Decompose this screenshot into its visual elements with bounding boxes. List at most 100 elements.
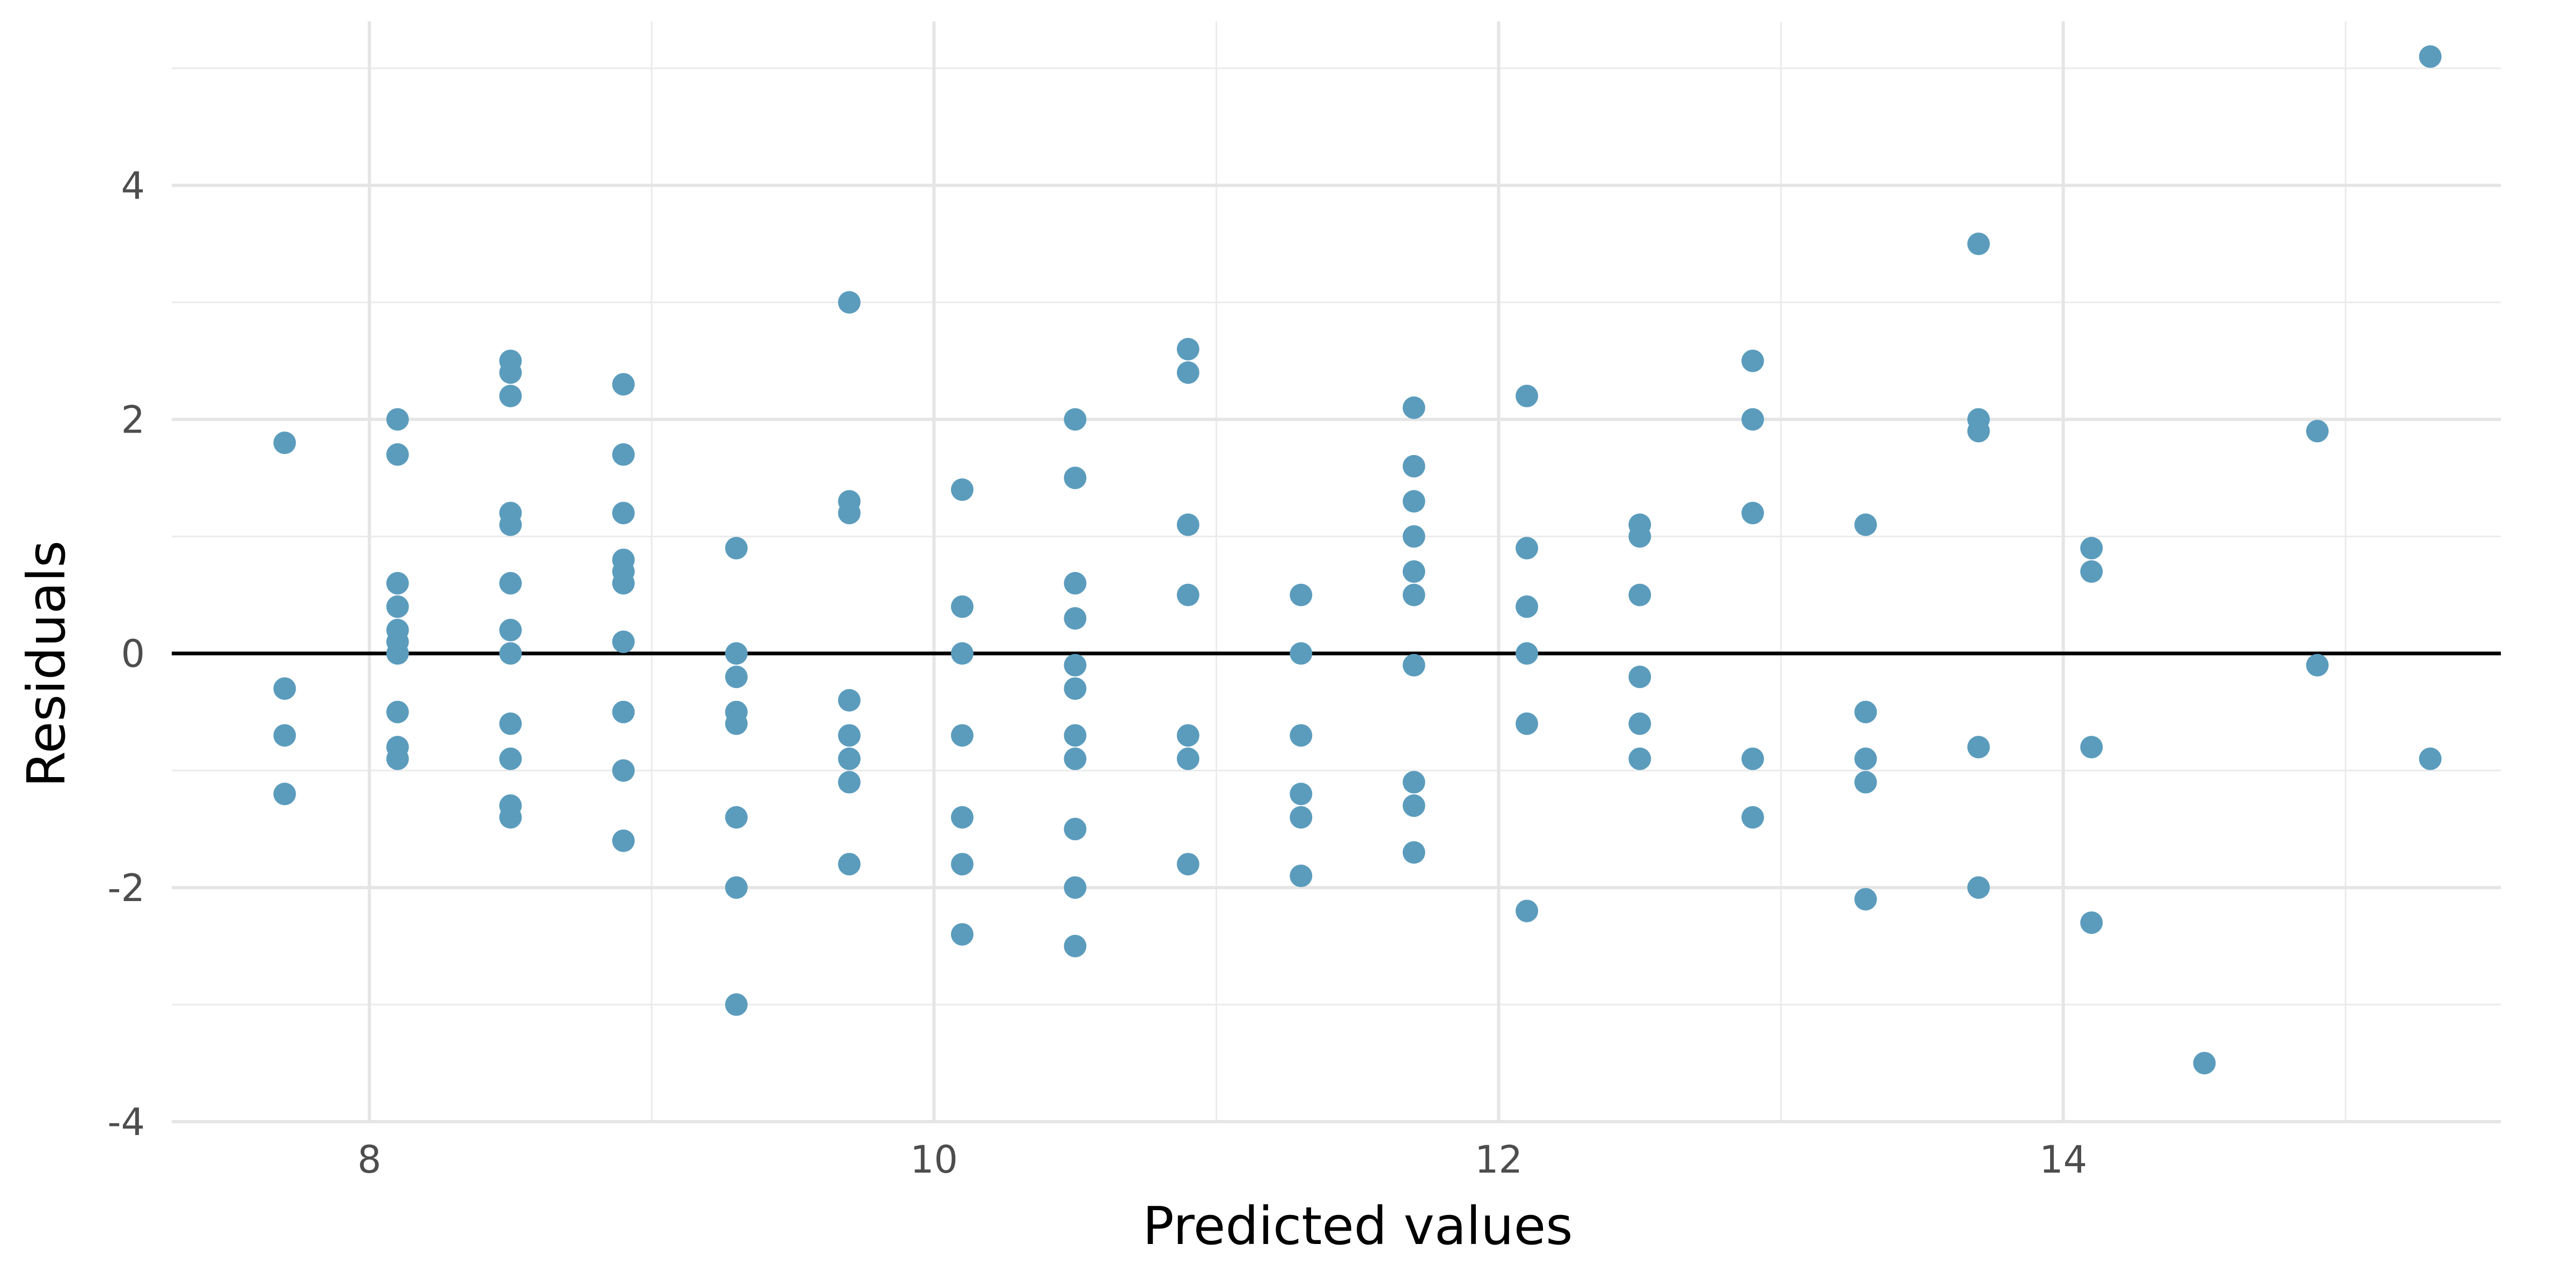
- data-point: [1402, 525, 1425, 548]
- major-gridlines: [172, 21, 2501, 1123]
- data-point: [386, 642, 409, 665]
- data-point: [499, 361, 522, 384]
- data-point: [1290, 724, 1313, 747]
- data-point: [2306, 420, 2329, 443]
- data-point: [612, 700, 635, 723]
- data-point: [386, 443, 409, 466]
- data-point: [1290, 642, 1313, 665]
- data-point: [1402, 455, 1425, 478]
- data-point: [1064, 817, 1087, 840]
- data-point: [612, 630, 635, 653]
- data-point: [950, 724, 974, 747]
- data-point: [499, 747, 522, 770]
- y-tick-label: -2: [107, 866, 145, 910]
- data-point: [612, 759, 635, 782]
- data-point: [1402, 583, 1425, 606]
- y-axis-title: Residuals: [16, 540, 77, 787]
- data-point: [2193, 1051, 2216, 1074]
- data-point: [838, 689, 861, 712]
- data-point: [1628, 525, 1651, 548]
- x-tick-label: 14: [2039, 1138, 2087, 1182]
- y-axis-tick-labels: -4 -2 0 2 4: [107, 164, 145, 1144]
- data-point: [1176, 853, 1199, 876]
- data-point: [1402, 771, 1425, 794]
- minor-gridlines: [172, 21, 2501, 1122]
- data-point: [1064, 934, 1087, 957]
- data-point: [1402, 794, 1425, 817]
- data-point: [612, 572, 635, 595]
- data-point: [1176, 724, 1199, 747]
- data-point: [950, 642, 974, 665]
- data-point: [2080, 537, 2103, 560]
- data-point: [1854, 747, 1877, 770]
- data-point: [1176, 338, 1199, 361]
- data-point: [1516, 642, 1539, 665]
- y-tick-label: 0: [121, 632, 145, 676]
- data-point: [386, 747, 409, 770]
- x-tick-label: 12: [1475, 1138, 1523, 1182]
- data-point: [386, 572, 409, 595]
- data-point: [386, 700, 409, 723]
- data-point: [612, 501, 635, 524]
- data-point: [1628, 665, 1651, 689]
- data-point: [1967, 232, 1990, 255]
- data-point: [1290, 583, 1313, 606]
- data-point: [1290, 865, 1313, 888]
- data-point: [2080, 560, 2103, 583]
- data-point: [2080, 911, 2103, 934]
- data-point: [1064, 747, 1087, 770]
- data-point: [1064, 607, 1087, 630]
- data-point: [1854, 771, 1877, 794]
- data-point: [950, 923, 974, 946]
- data-point: [1628, 583, 1651, 606]
- y-tick-label: 2: [121, 398, 145, 442]
- data-point: [838, 501, 861, 524]
- data-point: [1516, 537, 1539, 560]
- data-point: [1967, 736, 1990, 759]
- data-point: [2419, 45, 2442, 68]
- data-point: [1176, 747, 1199, 770]
- data-point: [950, 806, 974, 829]
- data-point: [1854, 888, 1877, 911]
- data-point: [273, 677, 296, 700]
- data-point: [725, 876, 748, 899]
- data-point: [1741, 806, 1764, 829]
- data-point: [1176, 361, 1199, 384]
- data-point: [725, 993, 748, 1016]
- data-point: [725, 642, 748, 665]
- data-point: [1628, 712, 1651, 735]
- data-point: [1290, 806, 1313, 829]
- data-point: [725, 665, 748, 689]
- data-point: [1176, 583, 1199, 606]
- data-point: [1967, 420, 1990, 443]
- data-point: [725, 806, 748, 829]
- data-point: [1064, 876, 1087, 899]
- data-point: [2306, 654, 2329, 677]
- data-point: [950, 853, 974, 876]
- data-point: [1402, 841, 1425, 864]
- data-point: [386, 595, 409, 618]
- data-point: [499, 642, 522, 665]
- data-point: [1064, 408, 1087, 431]
- data-point: [273, 782, 296, 806]
- data-point: [838, 747, 861, 770]
- data-point: [612, 373, 635, 396]
- data-point: [838, 853, 861, 876]
- data-point: [273, 431, 296, 455]
- data-point: [1967, 876, 1990, 899]
- data-point: [1854, 513, 1877, 536]
- data-point: [499, 513, 522, 536]
- data-point: [1064, 677, 1087, 700]
- data-point: [499, 572, 522, 595]
- data-point: [1628, 747, 1651, 770]
- data-point: [386, 408, 409, 431]
- data-point: [838, 771, 861, 794]
- data-point: [499, 384, 522, 407]
- data-point: [1176, 513, 1199, 536]
- data-point: [612, 829, 635, 852]
- y-tick-label: -4: [107, 1100, 145, 1144]
- x-tick-label: 10: [910, 1138, 958, 1182]
- data-point: [2080, 736, 2103, 759]
- data-point: [1741, 501, 1764, 524]
